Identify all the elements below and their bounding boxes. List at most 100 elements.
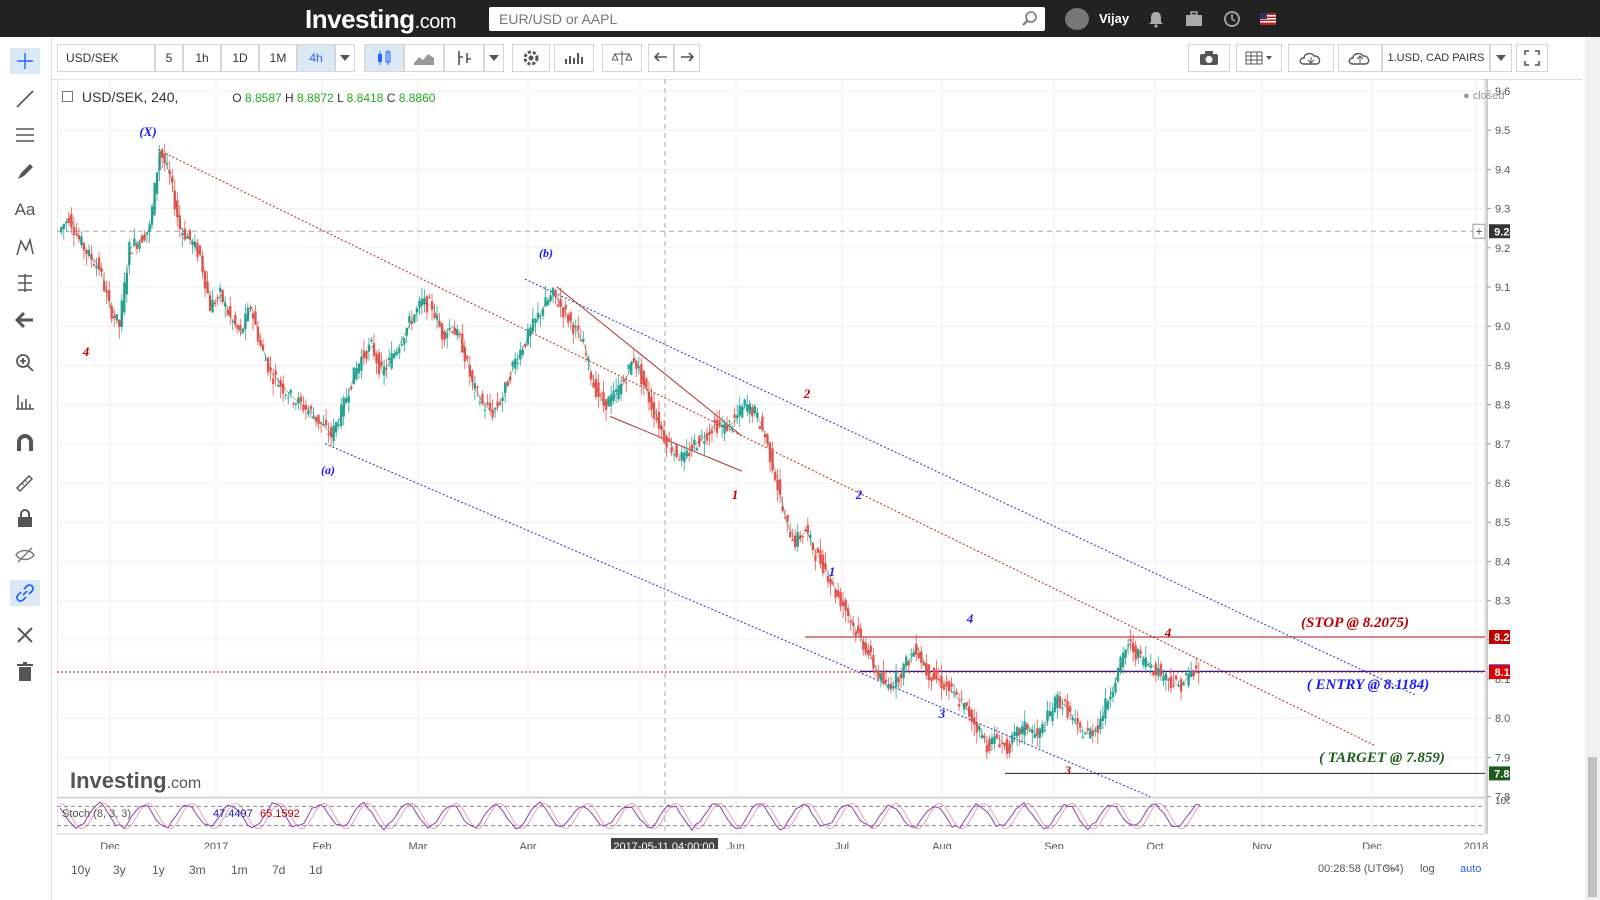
site-logo[interactable]: Investing.com (305, 4, 456, 35)
candle-body (700, 435, 704, 437)
candle-body (831, 582, 835, 584)
stoch-k-value: 47.4497 (213, 808, 253, 820)
interval-1m[interactable]: 1M (259, 44, 297, 72)
candle-body (181, 233, 184, 236)
sync-tool[interactable] (10, 580, 40, 606)
interval-4h[interactable]: 4h (297, 44, 335, 72)
candle-body (917, 653, 920, 659)
x-axis-label: Aug (932, 841, 952, 849)
candle-body (143, 235, 146, 241)
page-scrollbar[interactable] (1585, 37, 1600, 900)
candle-body (385, 368, 388, 370)
period-10y[interactable]: 10y (71, 863, 91, 877)
avatar[interactable] (1065, 8, 1089, 30)
remove-drawings-tool[interactable] (10, 659, 40, 685)
measure-tool[interactable] (10, 270, 40, 296)
candle-body (1038, 728, 1042, 738)
zoom-tool[interactable] (10, 350, 40, 376)
log-toggle[interactable]: log (1420, 863, 1435, 875)
candle-body (773, 472, 777, 480)
bar-chart-icon (565, 53, 583, 64)
hide-tool[interactable] (10, 542, 40, 568)
lock-icon (18, 509, 32, 527)
candle-body (564, 304, 567, 310)
interval-5[interactable]: 5 (155, 44, 183, 72)
interval-1d[interactable]: 1D (221, 44, 259, 72)
candle-body (677, 459, 681, 461)
fullscreen-button[interactable] (1516, 44, 1548, 72)
briefcase-icon[interactable] (1184, 9, 1204, 29)
compare-symbols-button[interactable] (602, 44, 642, 72)
y-axis-label: 8.5000 (1495, 517, 1510, 529)
wedge-upper-line (556, 286, 743, 437)
tools-settings[interactable] (10, 622, 40, 648)
candles-button[interactable] (364, 44, 404, 72)
period-3y[interactable]: 3y (113, 863, 126, 877)
horizontal-lines-tool[interactable] (10, 122, 40, 148)
indicator-dropdown[interactable] (484, 44, 504, 72)
percent-toggle[interactable]: % (1385, 863, 1395, 875)
zoom-in-icon (16, 354, 34, 372)
search-input[interactable] (497, 7, 1001, 31)
candle-body (975, 722, 978, 733)
auto-toggle[interactable]: auto (1460, 863, 1482, 875)
bell-icon[interactable] (1146, 9, 1166, 29)
text-tool[interactable]: Aa (10, 197, 40, 223)
candle-body (592, 382, 595, 388)
period-1m[interactable]: 1m (231, 863, 248, 877)
candle-body (925, 663, 928, 676)
save-chart-button[interactable] (1338, 44, 1382, 72)
back-tool[interactable] (10, 307, 40, 333)
period-1d[interactable]: 1d (309, 863, 323, 877)
brush-tool[interactable] (10, 159, 40, 185)
indicators-button[interactable] (444, 44, 484, 72)
stay-in-drawing-tool[interactable] (10, 469, 40, 495)
lock-tool[interactable] (10, 505, 40, 531)
watermark-suffix: .com (166, 775, 202, 792)
ruler-tool[interactable] (10, 388, 40, 414)
username[interactable]: Vijay (1099, 11, 1130, 26)
candle-body (968, 706, 971, 717)
search-box[interactable] (489, 7, 1045, 31)
candle-body (857, 625, 860, 633)
candle-body (299, 396, 303, 402)
period-3m[interactable]: 3m (189, 863, 206, 877)
plus-icon[interactable]: + (1475, 224, 1482, 238)
redo-button[interactable] (674, 44, 700, 72)
scrollbar-thumb[interactable] (1588, 757, 1597, 897)
watchlist-dropdown[interactable] (1490, 44, 1512, 72)
candle-body (138, 242, 141, 249)
layout-button[interactable] (1236, 44, 1282, 72)
candle-body (529, 327, 532, 337)
price-chart[interactable]: Dec 2017 Feb Mar Apr Jun Jul Aug Sep Oct Nov Dec 201… (57, 79, 1510, 849)
candle-body (826, 576, 830, 583)
symbol-input[interactable]: USD/SEK (57, 44, 155, 72)
undo-button[interactable] (648, 44, 674, 72)
interval-dropdown[interactable] (335, 44, 355, 72)
magnet-tool[interactable] (10, 431, 40, 457)
snapshot-button[interactable] (1188, 44, 1230, 72)
studies-button[interactable] (554, 44, 594, 72)
settings-button[interactable] (512, 44, 550, 72)
collapse-legend-icon[interactable] (62, 90, 73, 102)
compare-button[interactable] (404, 44, 444, 72)
x-axis-label: Sep (1044, 841, 1064, 849)
period-1y[interactable]: 1y (152, 863, 165, 877)
us-flag-icon[interactable] (1260, 13, 1276, 25)
interval-1h[interactable]: 1h (183, 44, 221, 72)
trendline-tool[interactable] (10, 86, 40, 112)
crosshair-tool[interactable] (10, 48, 40, 74)
candle-body (453, 327, 456, 335)
watchlist-select[interactable]: 1.USD, CAD PAIRS (1382, 44, 1490, 72)
candle-body (768, 442, 772, 463)
add-alert-button[interactable] (1472, 223, 1486, 239)
candle-body (647, 391, 651, 403)
pattern-tool[interactable] (10, 234, 40, 260)
high-value: 8.8872 (297, 91, 334, 105)
search-icon[interactable] (1021, 10, 1039, 28)
clock-readout[interactable]: 00:28:58 (UTC-4) (1318, 863, 1404, 875)
period-7d[interactable]: 7d (272, 863, 286, 877)
candle-body (521, 349, 525, 355)
clock-icon[interactable] (1222, 9, 1242, 29)
load-chart-button[interactable] (1288, 44, 1334, 72)
